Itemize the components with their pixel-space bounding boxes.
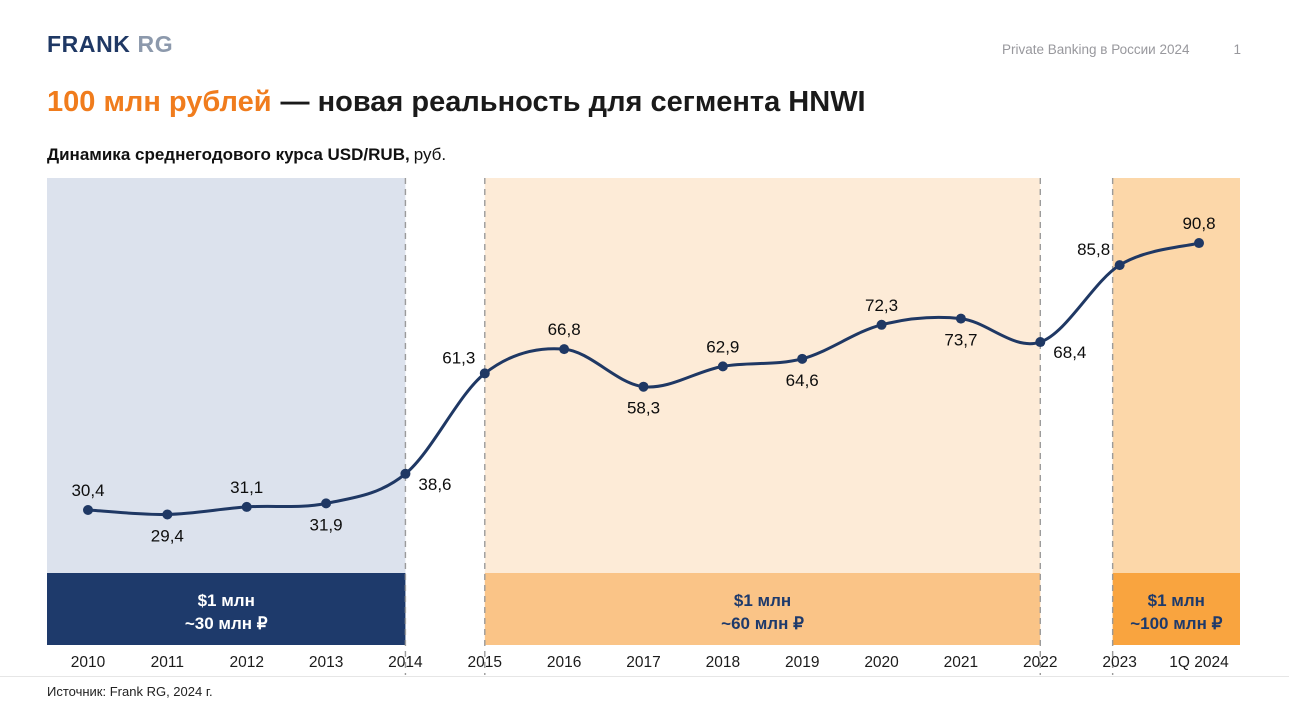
value-label: 38,6: [418, 475, 451, 494]
frank-rg-logo: FRANK RG: [47, 31, 173, 58]
data-point: [717, 361, 728, 372]
source-note: Источник: Frank RG, 2024 г.: [47, 684, 213, 699]
zone-band-label-line1: $1 млн: [734, 591, 791, 610]
value-label: 90,8: [1182, 214, 1215, 233]
value-label: 66,8: [548, 320, 581, 339]
x-axis-label: 2010: [71, 654, 106, 671]
x-axis-label: 2016: [547, 654, 581, 671]
data-point: [1035, 337, 1046, 348]
data-point: [876, 319, 887, 330]
data-point: [638, 381, 649, 392]
x-axis-label: 2021: [944, 654, 978, 671]
value-label: 68,4: [1053, 343, 1086, 362]
x-axis-label: 2020: [864, 654, 899, 671]
value-label: 72,3: [865, 296, 898, 315]
data-point: [162, 509, 173, 520]
zone-band-label-line1: $1 млн: [1148, 591, 1205, 610]
data-point: [241, 501, 252, 512]
footer-divider: [0, 676, 1289, 677]
value-label: 61,3: [442, 348, 475, 367]
data-point: [1193, 238, 1204, 249]
data-point: [559, 344, 570, 355]
x-axis-label: 2011: [151, 654, 184, 671]
logo-frank-text: FRANK: [47, 31, 131, 57]
zone-area: [47, 178, 406, 573]
x-axis-label: 2019: [785, 654, 819, 671]
value-label: 31,1: [230, 478, 263, 497]
logo-rg-text: RG: [137, 31, 174, 57]
slide-title-rest: — новая реальность для сегмента HNWI: [280, 86, 866, 118]
data-point: [83, 505, 93, 516]
x-axis-label: 2023: [1102, 654, 1136, 671]
value-label: 30,4: [71, 481, 104, 500]
value-label: 31,9: [310, 515, 343, 534]
x-axis-label: 2012: [229, 654, 263, 671]
x-axis-label: 2018: [706, 654, 740, 671]
data-point: [479, 368, 490, 379]
zone-area: [484, 178, 1041, 573]
x-axis-label: 2022: [1023, 654, 1057, 671]
zone-area: [1112, 178, 1240, 573]
x-axis-label: 1Q 2024: [1169, 654, 1229, 671]
x-axis-label: 2015: [468, 654, 502, 671]
zone-band-label-line2: ~100 млн ₽: [1130, 614, 1222, 633]
value-label: 73,7: [944, 331, 977, 350]
header-meta: Private Banking в России 2024 1: [1002, 42, 1241, 57]
usd-rub-line-chart: $1 млн ~30 млн ₽ $1 млн ~60 млн ₽ $1 млн ~100…: [47, 178, 1240, 683]
data-point: [400, 468, 411, 479]
zone-band: [484, 573, 1041, 645]
data-point: [797, 353, 808, 364]
data-point: [1114, 260, 1125, 271]
chart-svg: $1 млн ~30 млн ₽ $1 млн ~60 млн ₽ $1 млн ~100…: [47, 178, 1240, 675]
x-axis-label: 2014: [388, 654, 423, 671]
value-label: 85,8: [1077, 240, 1110, 259]
value-label: 64,6: [786, 371, 819, 390]
zone-band-label-line2: ~30 млн ₽: [185, 614, 268, 633]
report-title: Private Banking в России 2024: [1001, 42, 1190, 57]
value-label: 29,4: [151, 526, 184, 545]
data-point: [955, 313, 966, 324]
value-label: 62,9: [706, 337, 739, 356]
page-number: 1: [1233, 42, 1241, 57]
chart-title: Динамика среднегодового курса USD/RUB, ру…: [47, 145, 446, 165]
value-label: 58,3: [627, 399, 660, 418]
x-axis-label: 2013: [309, 654, 343, 671]
data-point: [321, 498, 332, 509]
chart-title-bold: Динамика среднегодового курса USD/RUB,: [47, 145, 410, 164]
zone-band-label-line1: $1 млн: [198, 591, 255, 610]
zone-band-label-line2: ~60 млн ₽: [721, 614, 804, 633]
x-axis-label: 2017: [626, 654, 660, 671]
zone-band: [1112, 573, 1240, 645]
zone-band: [47, 573, 406, 645]
slide-title-highlight: 100 млн рублей: [47, 86, 272, 118]
slide-title: 100 млн рублей — новая реальность для сег…: [47, 86, 866, 119]
chart-title-unit: руб.: [413, 145, 447, 164]
